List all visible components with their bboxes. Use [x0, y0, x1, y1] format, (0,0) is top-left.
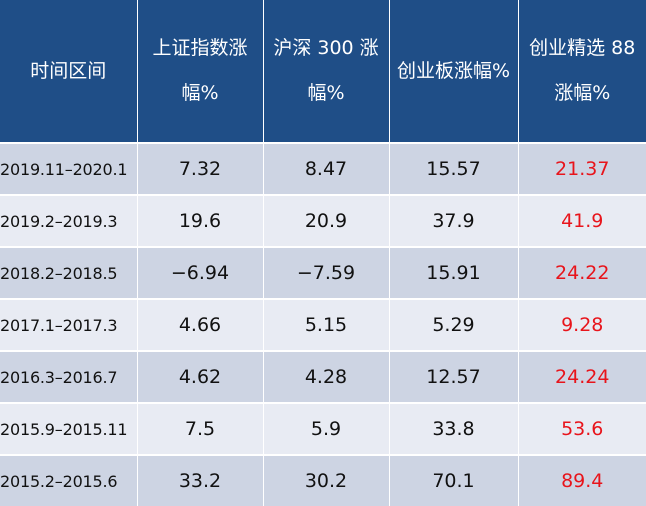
- cell-hs300: 5.15: [263, 298, 390, 351]
- cell-period: 2019.11–2020.1: [0, 142, 138, 195]
- cell-select88: 24.24: [518, 350, 646, 403]
- cell-chinext: 15.91: [389, 246, 519, 299]
- table-row: 2019.2–2019.3 19.6 20.9 37.9 41.9: [0, 194, 646, 247]
- table-row: 2019.11–2020.1 7.32 8.47 15.57 21.37: [0, 142, 646, 195]
- cell-period: 2018.2–2018.5: [0, 246, 138, 299]
- table-row: 2016.3–2016.7 4.62 4.28 12.57 24.24: [0, 350, 646, 403]
- header-period: 时间区间: [0, 0, 138, 143]
- cell-hs300: 5.9: [263, 402, 390, 455]
- cell-period: 2016.3–2016.7: [0, 350, 138, 403]
- cell-select88: 89.4: [518, 454, 646, 506]
- cell-shanghai: −6.94: [137, 246, 264, 299]
- cell-shanghai: 19.6: [137, 194, 264, 247]
- cell-chinext: 15.57: [389, 142, 519, 195]
- header-chinext: 创业板涨幅%: [389, 0, 519, 143]
- cell-chinext: 37.9: [389, 194, 519, 247]
- cell-chinext: 12.57: [389, 350, 519, 403]
- table-row: 2015.2–2015.6 33.2 30.2 70.1 89.4: [0, 454, 646, 506]
- cell-select88: 21.37: [518, 142, 646, 195]
- table-body: 2019.11–2020.1 7.32 8.47 15.57 21.37 201…: [0, 142, 646, 506]
- header-shanghai-index: 上证指数涨幅%: [137, 0, 264, 143]
- header-row: 时间区间 上证指数涨幅% 沪深 300 涨幅% 创业板涨幅% 创业精选 88 涨…: [0, 0, 646, 143]
- table-row: 2017.1–2017.3 4.66 5.15 5.29 9.28: [0, 298, 646, 351]
- table-header: 时间区间 上证指数涨幅% 沪深 300 涨幅% 创业板涨幅% 创业精选 88 涨…: [0, 0, 646, 143]
- cell-shanghai: 4.66: [137, 298, 264, 351]
- cell-chinext: 5.29: [389, 298, 519, 351]
- cell-select88: 53.6: [518, 402, 646, 455]
- cell-hs300: 4.28: [263, 350, 390, 403]
- cell-hs300: −7.59: [263, 246, 390, 299]
- cell-shanghai: 4.62: [137, 350, 264, 403]
- cell-period: 2015.9–2015.11: [0, 402, 138, 455]
- header-hs300: 沪深 300 涨幅%: [263, 0, 390, 143]
- cell-period: 2017.1–2017.3: [0, 298, 138, 351]
- cell-shanghai: 7.32: [137, 142, 264, 195]
- cell-select88: 9.28: [518, 298, 646, 351]
- cell-shanghai: 7.5: [137, 402, 264, 455]
- cell-select88: 41.9: [518, 194, 646, 247]
- cell-chinext: 70.1: [389, 454, 519, 506]
- cell-hs300: 20.9: [263, 194, 390, 247]
- cell-hs300: 8.47: [263, 142, 390, 195]
- cell-chinext: 33.8: [389, 402, 519, 455]
- table-row: 2018.2–2018.5 −6.94 −7.59 15.91 24.22: [0, 246, 646, 299]
- header-chinext-select-88: 创业精选 88 涨幅%: [518, 0, 646, 143]
- table-row: 2015.9–2015.11 7.5 5.9 33.8 53.6: [0, 402, 646, 455]
- cell-period: 2019.2–2019.3: [0, 194, 138, 247]
- cell-shanghai: 33.2: [137, 454, 264, 506]
- cell-hs300: 30.2: [263, 454, 390, 506]
- cell-period: 2015.2–2015.6: [0, 454, 138, 506]
- cell-select88: 24.22: [518, 246, 646, 299]
